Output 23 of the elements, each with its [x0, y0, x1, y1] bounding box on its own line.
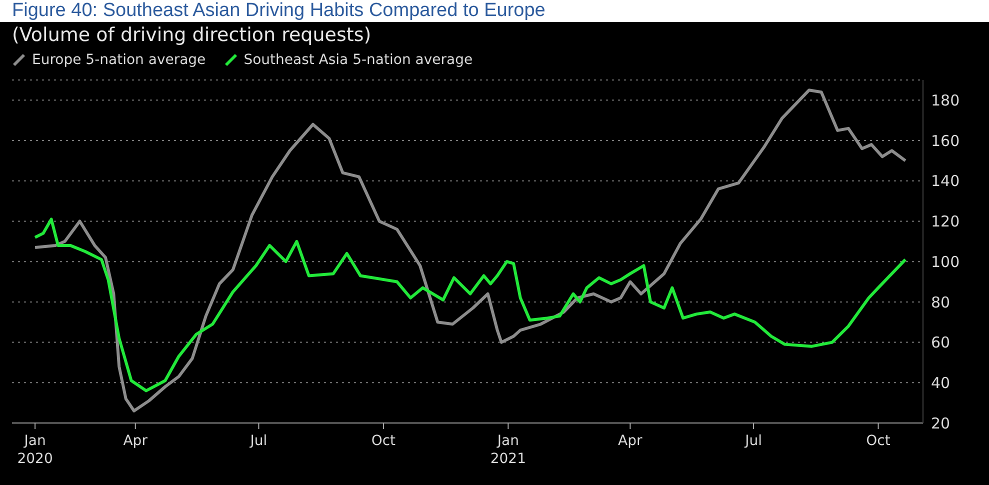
- x-tick-label: Jan 2020: [17, 433, 53, 467]
- x-tick-label: Oct: [866, 433, 891, 449]
- legend-label: Europe 5-nation average: [31, 52, 206, 68]
- y-tick-label: 120: [931, 212, 960, 231]
- legend-label: Southeast Asia 5-nation average: [242, 52, 473, 68]
- y-tick-label: 100: [931, 252, 960, 271]
- y-tick-label: 20: [931, 414, 950, 432]
- line-series: [34, 88, 907, 412]
- y-tick-label: 180: [931, 92, 960, 110]
- y-tick-label: 80: [931, 293, 950, 312]
- x-tick-label: Jul: [744, 433, 762, 449]
- y-tick-label: 60: [931, 334, 950, 352]
- y-tick-label: 40: [931, 374, 950, 392]
- x-tick-label: Jan 2021: [490, 433, 526, 467]
- x-tick-label: Apr: [618, 433, 643, 449]
- chart-title: Figure 40: Southeast Asian Driving Habits Compared to Europe: [11, 0, 546, 22]
- x-tick-label: Apr: [123, 433, 148, 449]
- line-series: [34, 218, 907, 392]
- y-tick-label: 160: [931, 132, 960, 150]
- x-tick-label: Jul: [249, 433, 268, 449]
- chart-subtitle: (Volume of driving direction requests): [11, 23, 372, 48]
- x-tick-label: Oct: [371, 433, 396, 449]
- y-tick-label: 140: [931, 172, 960, 190]
